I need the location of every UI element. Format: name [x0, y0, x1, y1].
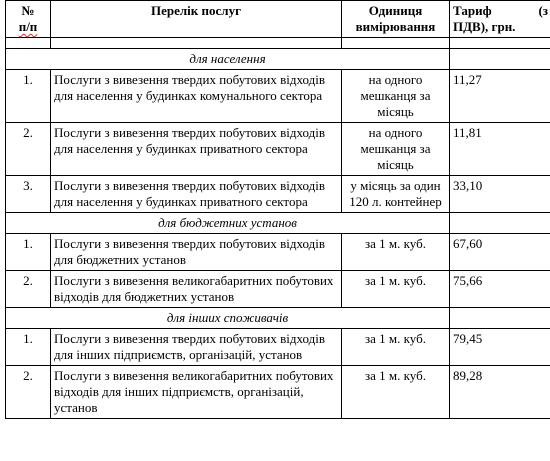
- unit-of-measure: за 1 м. куб.: [341, 270, 450, 308]
- service-name: Послуги з вивезення твердих побутових ві…: [50, 122, 342, 176]
- tariff-value: 11,81: [449, 122, 550, 176]
- unit-of-measure: за 1 м. куб.: [341, 233, 450, 271]
- header-service: Перелік послуг: [50, 0, 342, 38]
- section-row: для населення: [5, 48, 550, 70]
- unit-of-measure: за 1 м. куб.: [341, 328, 450, 366]
- table-row: 2. Послуги з вивезення твердих побутових …: [5, 122, 550, 176]
- tariff-value: 67,60: [449, 233, 550, 271]
- service-name: Послуги з вивезення великогабаритних поб…: [50, 365, 342, 419]
- tariffs-table: № п/п Перелік послуг Одиниця вимірювання…: [5, 0, 550, 419]
- service-name: Послуги з вивезення твердих побутових ві…: [50, 69, 342, 123]
- table-header-row: № п/п Перелік послуг Одиниця вимірювання…: [5, 0, 550, 38]
- header-unit: Одиниця вимірювання: [341, 0, 450, 38]
- tariff-value: 11,27: [449, 69, 550, 123]
- section-row: для бюджетних установ: [5, 212, 550, 234]
- tariff-value: 89,28: [449, 365, 550, 419]
- table-row: 2. Послуги з вивезення великогабаритних п…: [5, 365, 550, 419]
- header-number: № п/п: [5, 0, 51, 38]
- table-row: 1. Послуги з вивезення твердих побутових …: [5, 69, 550, 123]
- service-name: Послуги з вивезення твердих побутових ві…: [50, 175, 342, 213]
- unit-of-measure: на одного мешканця за місяць: [341, 122, 450, 176]
- service-name: Послуги з вивезення великогабаритних поб…: [50, 270, 342, 308]
- table-row: 1. Послуги з вивезення твердих побутових …: [5, 233, 550, 271]
- row-number: 1.: [5, 69, 51, 123]
- header-spacer-row: [5, 37, 550, 49]
- section-blank-cell: [449, 307, 550, 329]
- row-number: 3.: [5, 175, 51, 213]
- section-title: для населення: [5, 48, 450, 70]
- table-body: для населення 1. Послуги з вивезення тверд…: [5, 48, 550, 419]
- row-number: 1.: [5, 233, 51, 271]
- unit-of-measure: за 1 м. куб.: [341, 365, 450, 419]
- tariff-value: 79,45: [449, 328, 550, 366]
- row-number: 2.: [5, 122, 51, 176]
- row-number: 2.: [5, 270, 51, 308]
- table-row: 2. Послуги з вивезення великогабаритних п…: [5, 270, 550, 308]
- unit-of-measure: на одного мешканця за місяць: [341, 69, 450, 123]
- row-number: 2.: [5, 365, 51, 419]
- row-number: 1.: [5, 328, 51, 366]
- section-blank-cell: [449, 212, 550, 234]
- service-name: Послуги з вивезення твердих побутових ві…: [50, 233, 342, 271]
- service-name: Послуги з вивезення твердих побутових ві…: [50, 328, 342, 366]
- table-row: 1. Послуги з вивезення твердих побутових …: [5, 328, 550, 366]
- header-tariff: Тариф (з ПДВ), грн.: [449, 0, 550, 38]
- unit-of-measure: у місяць за один 120 л. контейнер: [341, 175, 450, 213]
- table-row: 3. Послуги з вивезення твердих побутових …: [5, 175, 550, 213]
- tariff-value: 33,10: [449, 175, 550, 213]
- section-title: для інших споживачів: [5, 307, 450, 329]
- section-title: для бюджетних установ: [5, 212, 450, 234]
- section-blank-cell: [449, 48, 550, 70]
- tariff-value: 75,66: [449, 270, 550, 308]
- section-row: для інших споживачів: [5, 307, 550, 329]
